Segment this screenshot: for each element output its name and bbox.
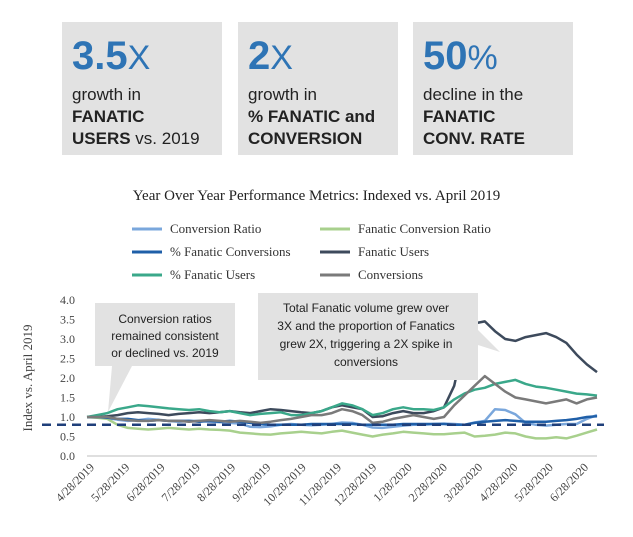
stat-card-fanatic-users: 3.5X growth in FANATIC USERS vs. 2019	[62, 22, 222, 155]
annotation-text: conversions	[334, 355, 398, 369]
series-line	[87, 320, 598, 419]
annotation-text: grew 2X, triggering a 2X spike in	[280, 337, 453, 351]
legend-label: % Fanatic Users	[170, 267, 255, 282]
legend-label: Conversions	[358, 267, 423, 282]
y-tick-label: 2.5	[60, 352, 75, 366]
annotation-text: remained consistent	[111, 329, 219, 343]
stat-description: decline in the FANATIC CONV. RATE	[423, 85, 526, 148]
y-tick-label: 1.0	[60, 410, 75, 424]
stat-value: 50%	[423, 34, 498, 78]
legend-label: Conversion Ratio	[170, 221, 261, 236]
stat-value: 3.5X	[72, 34, 151, 78]
legend-label: Fanatic Users	[358, 244, 429, 259]
stat-description: growth in FANATIC USERS vs. 2019	[72, 85, 200, 148]
annotation-text: or declined vs. 2019	[111, 346, 219, 360]
y-tick-label: 2.0	[60, 371, 75, 385]
y-tick-label: 1.5	[60, 391, 75, 405]
y-tick-label: 3.5	[60, 313, 75, 327]
y-tick-label: 4.0	[60, 293, 75, 307]
stat-card-conv-rate: 50% decline in the FANATIC CONV. RATE	[413, 22, 573, 155]
annotation-text: Total Fanatic volume grew over	[283, 301, 449, 315]
stat-description: growth in % FANATIC and CONVERSION	[248, 85, 376, 148]
y-axis-title: Index vs. April 2019	[20, 325, 35, 432]
annotation-callout	[258, 293, 500, 380]
series-line	[86, 378, 598, 419]
stat-value: 2X	[248, 34, 293, 78]
legend-label: Fanatic Conversion Ratio	[358, 221, 491, 236]
legend-label: % Fanatic Conversions	[170, 244, 291, 259]
annotation-text: Conversion ratios	[118, 312, 211, 326]
annotation-callout	[95, 303, 235, 412]
y-tick-label: 0.5	[60, 430, 75, 444]
series-line	[87, 374, 598, 425]
annotation-text: 3X and the proportion of Fanatics	[277, 319, 454, 333]
y-tick-label: 3.0	[60, 332, 75, 346]
x-tick-label: 6/28/2020	[547, 460, 591, 504]
chart-title: Year Over Year Performance Metrics: Inde…	[132, 188, 501, 204]
y-tick-label: 0.0	[60, 449, 75, 463]
series-line	[86, 415, 598, 440]
stat-card-fanatic-conversion: 2X growth in % FANATIC and CONVERSION	[238, 22, 398, 155]
